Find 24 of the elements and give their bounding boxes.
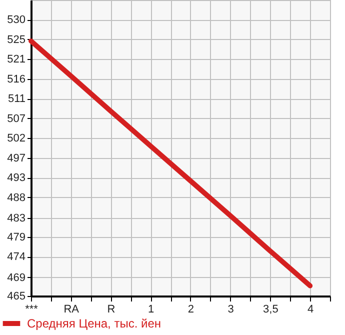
x-tick-label: 4 — [308, 304, 314, 316]
y-tick-label: 465 — [7, 290, 26, 302]
y-tick-label: 483 — [7, 212, 26, 224]
y-tick-label: 511 — [8, 93, 26, 106]
y-tick-label: 525 — [7, 34, 26, 46]
y-tick-label: 521 — [7, 54, 26, 66]
y-tick-label: 530 — [7, 14, 26, 26]
x-tick-label: 3 — [228, 304, 234, 316]
y-tick-label: 479 — [7, 231, 26, 244]
y-tick-label: 488 — [7, 192, 26, 204]
x-tick-label: R — [107, 304, 116, 316]
legend-label: Средняя Цена, тыс. йен — [27, 316, 162, 330]
x-tick-label: 1 — [148, 304, 154, 316]
y-tick-label: 497 — [7, 152, 26, 164]
y-tick-label: 493 — [7, 172, 26, 184]
x-tick-label: *** — [25, 304, 39, 316]
y-tick-label: 502 — [7, 132, 26, 145]
x-tick-label: 2 — [188, 304, 194, 316]
x-tick-label: 3,5 — [263, 304, 278, 316]
y-tick-label: 469 — [7, 272, 26, 284]
y-tick-label: 474 — [7, 251, 26, 264]
y-tick-label: 516 — [7, 73, 26, 86]
x-tick-label: RA — [64, 304, 80, 316]
y-tick-label: 507 — [7, 112, 26, 125]
